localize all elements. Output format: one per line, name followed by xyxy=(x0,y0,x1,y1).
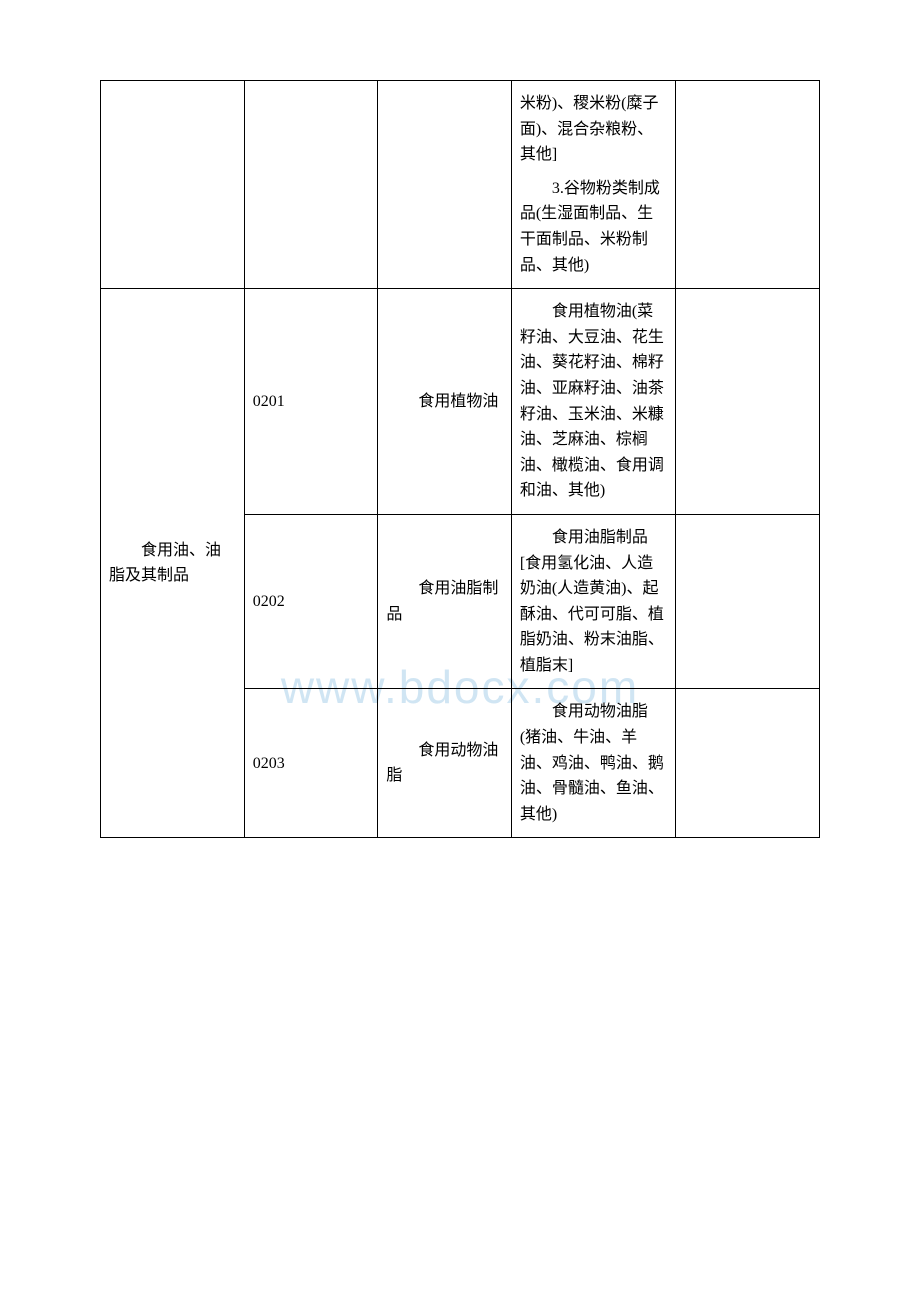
cell-category xyxy=(101,81,245,289)
detail-text: 食用动物油脂(猪油、牛油、羊油、鸡油、鸭油、鹅油、骨髓油、鱼油、其他) xyxy=(520,699,667,827)
table-row: 米粉)、稷米粉(糜子面)、混合杂粮粉、其他] 3.谷物粉类制成品(生湿面制品、生… xyxy=(101,81,820,289)
cell-code xyxy=(244,81,378,289)
cell-details: 食用植物油(菜籽油、大豆油、花生油、葵花籽油、棉籽油、亚麻籽油、油茶籽油、玉米油… xyxy=(511,289,675,515)
table-row: 食用油、油脂及其制品 0201 食用植物油 食用植物油(菜籽油、大豆油、花生油、… xyxy=(101,289,820,515)
cell-notes xyxy=(676,81,820,289)
subcategory-label: 食用动物油脂 xyxy=(386,738,503,789)
cell-subcategory: 食用油脂制品 xyxy=(378,514,512,689)
cell-code: 0201 xyxy=(244,289,378,515)
detail-text: 食用油脂制品[食用氢化油、人造奶油(人造黄油)、起酥油、代可可脂、植脂奶油、粉末… xyxy=(520,525,667,679)
detail-text: 3.谷物粉类制成品(生湿面制品、生干面制品、米粉制品、其他) xyxy=(520,176,667,278)
subcategory-label: 食用植物油 xyxy=(386,389,503,415)
cell-subcategory: 食用动物油脂 xyxy=(378,689,512,838)
classification-table: 米粉)、稷米粉(糜子面)、混合杂粮粉、其他] 3.谷物粉类制成品(生湿面制品、生… xyxy=(100,80,820,838)
cell-notes xyxy=(676,514,820,689)
subcategory-label: 食用油脂制品 xyxy=(386,576,503,627)
cell-notes xyxy=(676,289,820,515)
detail-text: 食用植物油(菜籽油、大豆油、花生油、葵花籽油、棉籽油、亚麻籽油、油茶籽油、玉米油… xyxy=(520,299,667,504)
cell-code: 0203 xyxy=(244,689,378,838)
cell-details: 食用动物油脂(猪油、牛油、羊油、鸡油、鸭油、鹅油、骨髓油、鱼油、其他) xyxy=(511,689,675,838)
category-label: 食用油、油脂及其制品 xyxy=(109,538,236,589)
cell-details: 米粉)、稷米粉(糜子面)、混合杂粮粉、其他] 3.谷物粉类制成品(生湿面制品、生… xyxy=(511,81,675,289)
cell-details: 食用油脂制品[食用氢化油、人造奶油(人造黄油)、起酥油、代可可脂、植脂奶油、粉末… xyxy=(511,514,675,689)
cell-category: 食用油、油脂及其制品 xyxy=(101,289,245,838)
cell-notes xyxy=(676,689,820,838)
cell-subcategory xyxy=(378,81,512,289)
cell-code: 0202 xyxy=(244,514,378,689)
detail-text: 米粉)、稷米粉(糜子面)、混合杂粮粉、其他] xyxy=(520,91,667,168)
cell-subcategory: 食用植物油 xyxy=(378,289,512,515)
document-table-wrapper: 米粉)、稷米粉(糜子面)、混合杂粮粉、其他] 3.谷物粉类制成品(生湿面制品、生… xyxy=(100,80,820,838)
